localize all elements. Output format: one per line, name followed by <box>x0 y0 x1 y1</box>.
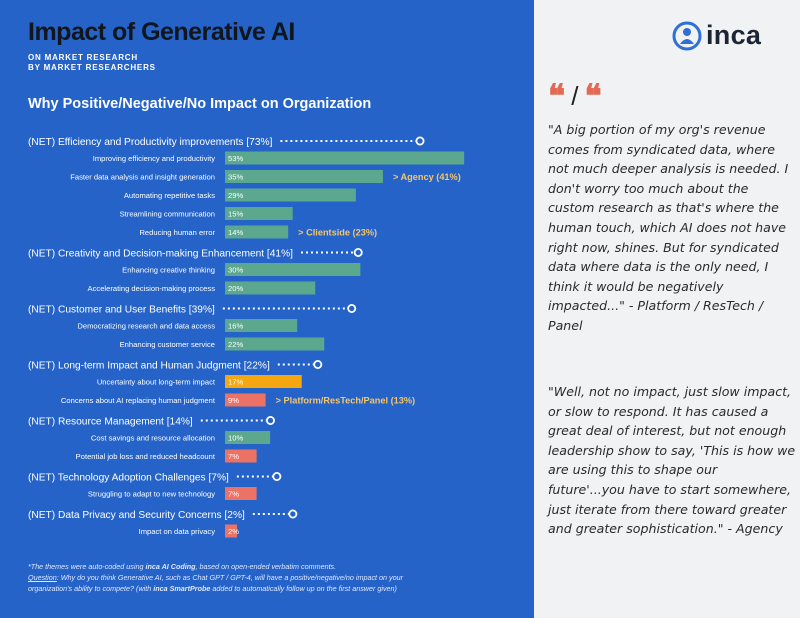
chart-panel: Impact of Generative AI ON MARKET RESEAR… <box>0 0 534 618</box>
open-quote-icon: ❝ <box>548 77 566 115</box>
group-label: (NET) Efficiency and Productivity improv… <box>28 137 273 148</box>
bar <box>225 281 316 295</box>
footnote-brand-smartprobe: inca SmartProbe <box>153 584 211 593</box>
footnote-suffix: , based on open-ended verbatim comments. <box>195 562 337 571</box>
bar-value-label: 10% <box>228 434 243 443</box>
bar-value-label: 29% <box>228 191 243 200</box>
bar-annotation: > Agency (41%) <box>393 172 461 182</box>
bar-value-label: 14% <box>228 228 243 237</box>
item-label: Potential job loss and reduced headcount <box>76 452 216 461</box>
quote-icons: ❝ / ❝ <box>548 80 602 112</box>
page-title: Impact of Generative AI <box>28 18 295 46</box>
bar-value-label: 53% <box>228 154 243 163</box>
group-endpoint-marker <box>347 303 357 313</box>
bar <box>225 431 271 444</box>
group-label: (NET) Long-term Impact and Human Judgmen… <box>28 361 270 372</box>
inca-logo: inca <box>672 20 761 51</box>
bar-chart: (NET) Efficiency and Productivity improv… <box>28 136 465 538</box>
footnote-line3-suffix: added to automatically follow up on the … <box>210 584 397 593</box>
item-label: Concerns about AI replacing human judgme… <box>61 396 216 405</box>
group-label: (NET) Creativity and Decision-making Enh… <box>28 249 293 260</box>
footnote-line-3: organization's ability to compete? (with… <box>28 584 397 593</box>
bar <box>225 449 257 463</box>
footnote-question-text: : Why do you think Generative AI, such a… <box>56 573 404 582</box>
footnote-line3-prefix: organization's ability to compete? (with <box>28 584 154 593</box>
item-label: Impact on data privacy <box>139 527 216 536</box>
item-label: Cost savings and resource allocation <box>91 434 215 443</box>
group-endpoint-marker <box>353 247 363 257</box>
subtitle-line-2: BY MARKET RESEARCHERS <box>28 63 156 72</box>
bar-value-label: 7% <box>228 452 239 461</box>
open-quote-icon-2: ❝ <box>584 77 602 115</box>
bar <box>225 375 302 388</box>
quote-2: "Well, not no impact, just slow impact, … <box>548 384 796 537</box>
quote-separator: / <box>571 81 579 111</box>
bar-value-label: 2% <box>228 527 239 536</box>
item-label: Accelerating decision-making process <box>88 284 216 293</box>
quote-panel: inca ❝ / ❝ "A big portion of my org's re… <box>534 0 800 618</box>
item-label: Democratizing research and data access <box>77 322 215 331</box>
bar <box>225 188 356 202</box>
quote-1: "A big portion of my org's revenue comes… <box>548 122 789 333</box>
item-label: Uncertainty about long-term impact <box>97 378 216 387</box>
subtitle-line-1: ON MARKET RESEARCH <box>28 53 138 62</box>
bar <box>225 487 257 500</box>
bar-annotation: > Clientside (23%) <box>298 228 377 238</box>
bar-value-label: 17% <box>228 378 243 387</box>
footnote-line-1: *The themes were auto-coded using inca A… <box>28 562 336 571</box>
footnote-brand-coding: inca AI Coding <box>145 562 196 571</box>
chart-title: Why Positive/Negative/No Impact on Organ… <box>28 96 372 112</box>
group-label: (NET) Customer and User Benefits [39%] <box>28 305 215 316</box>
inca-logo-icon <box>672 21 702 50</box>
item-label: Automating repetitive tasks <box>124 191 215 200</box>
bar-value-label: 22% <box>228 340 243 349</box>
bar-annotation: > Platform/ResTech/Panel (13%) <box>276 396 415 406</box>
logo-text: inca <box>706 20 762 50</box>
bar <box>225 393 266 407</box>
bar-value-label: 7% <box>228 490 239 499</box>
item-label: Enhancing customer service <box>120 340 215 349</box>
group-label: (NET) Technology Adoption Challenges [7%… <box>28 473 229 484</box>
bar-value-label: 9% <box>228 396 239 405</box>
bar <box>225 170 383 183</box>
bar <box>225 207 293 220</box>
bar-value-label: 15% <box>228 210 243 219</box>
footnote-question-label: Question <box>28 573 57 582</box>
bar-value-label: 20% <box>228 284 243 293</box>
item-label: Enhancing creative thinking <box>122 266 215 275</box>
item-label: Streamlining communication <box>120 210 215 219</box>
bar-value-label: 30% <box>228 266 243 275</box>
group-endpoint-marker <box>265 415 275 425</box>
group-label: (NET) Data Privacy and Security Concerns… <box>28 510 245 521</box>
group-label: (NET) Resource Management [14%] <box>28 417 193 428</box>
item-label: Faster data analysis and insight generat… <box>70 173 215 182</box>
bar <box>225 524 237 538</box>
group-endpoint-marker <box>313 359 323 369</box>
bar <box>225 263 361 276</box>
group-endpoint-marker <box>415 136 425 146</box>
bar-value-label: 16% <box>228 322 243 331</box>
group-endpoint-marker <box>272 471 282 481</box>
bar <box>225 319 298 332</box>
group-endpoint-marker <box>288 509 298 519</box>
bar <box>225 225 289 239</box>
item-label: Reducing human error <box>139 228 215 237</box>
footnote-line-2: Question: Why do you think Generative AI… <box>28 573 403 582</box>
bar <box>225 151 465 165</box>
item-label: Struggling to adapt to new technology <box>88 490 215 499</box>
item-label: Improving efficiency and productivity <box>93 154 215 163</box>
bar-value-label: 35% <box>228 173 243 182</box>
bar <box>225 337 325 351</box>
footnote-prefix: *The themes were auto-coded using <box>28 562 146 571</box>
